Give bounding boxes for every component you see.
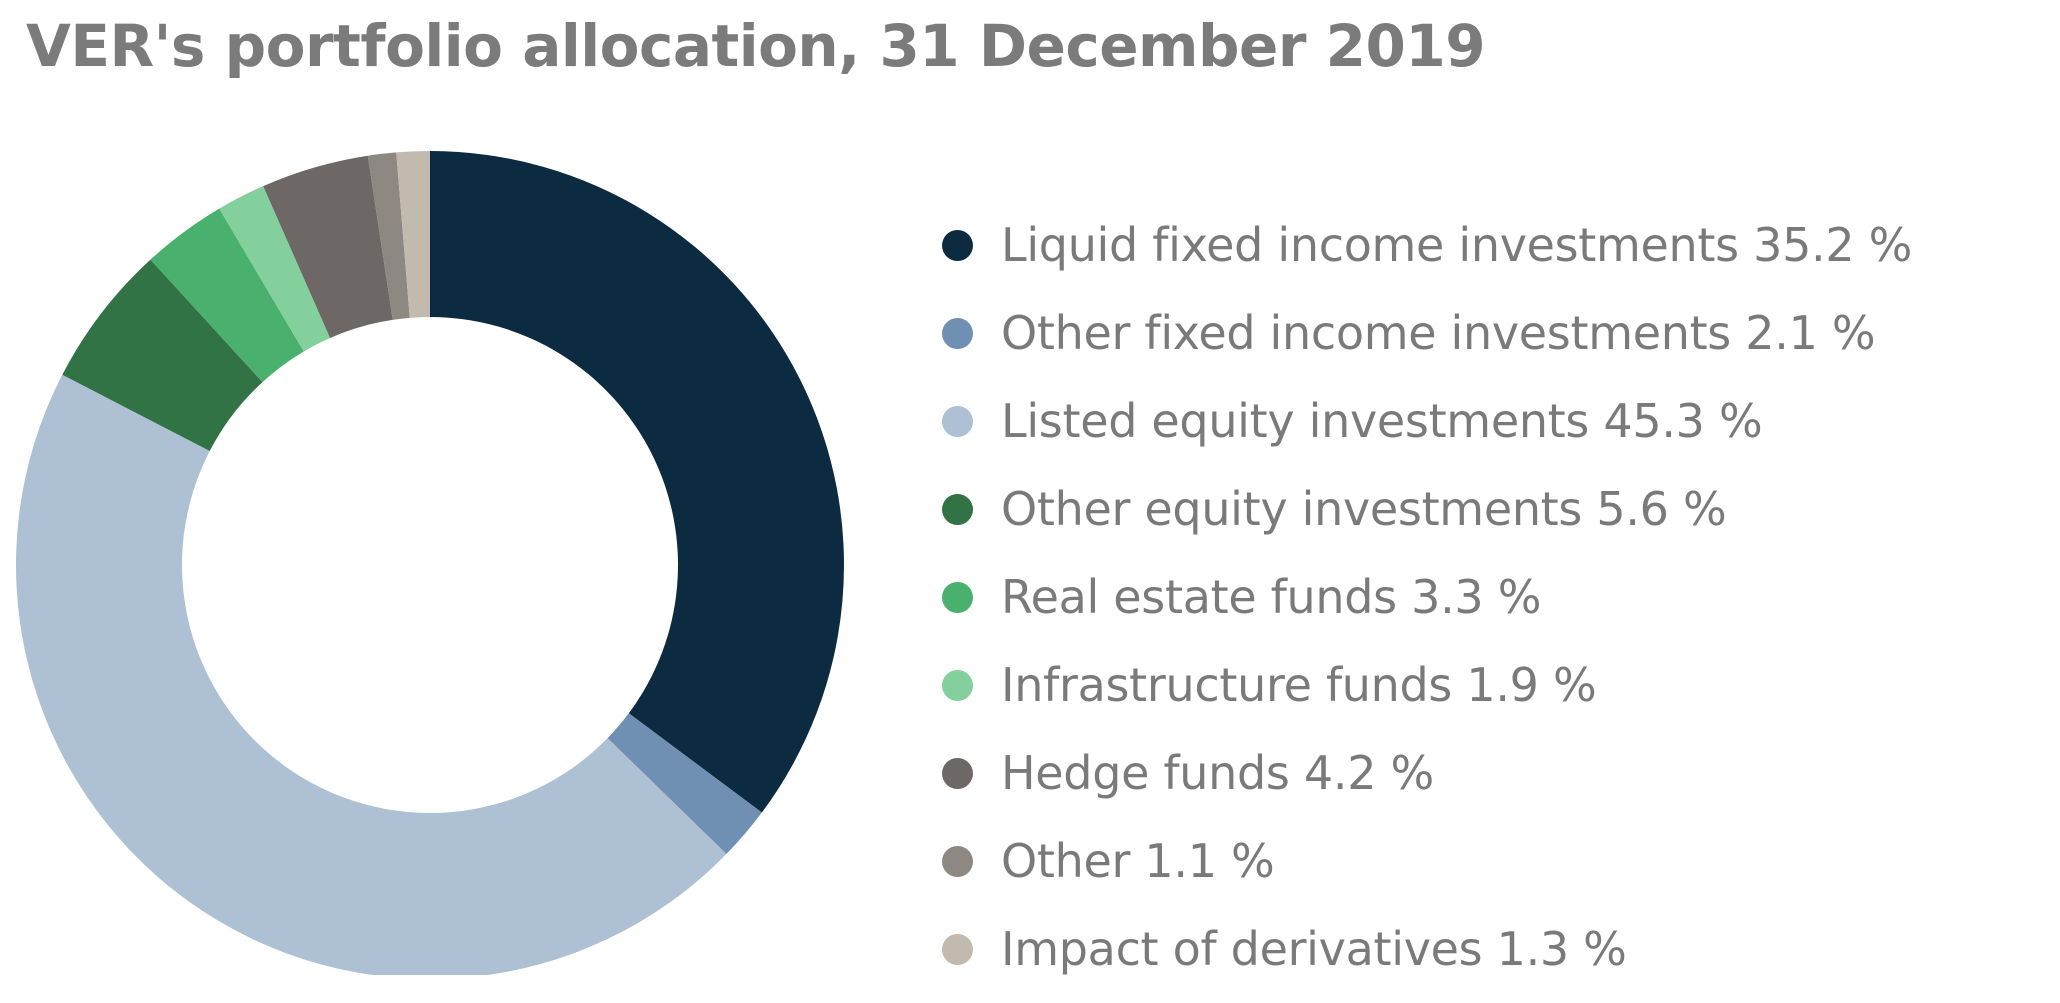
legend-item: Other equity investments 5.6 % — [942, 475, 1912, 563]
legend-label: Hedge funds 4.2 % — [1001, 746, 1434, 800]
legend-item: Liquid fixed income investments 35.2 % — [942, 211, 1912, 299]
legend-item: Hedge funds 4.2 % — [942, 739, 1912, 827]
donut-slice-3 — [16, 374, 727, 975]
legend-swatch — [942, 758, 973, 789]
legend-label: Impact of derivatives 1.3 % — [1001, 922, 1627, 976]
donut-slice-9 — [396, 151, 430, 318]
donut-slice-6 — [219, 186, 331, 352]
legend-label: Real estate funds 3.3 % — [1001, 570, 1542, 624]
legend-swatch — [942, 406, 973, 437]
legend-label: Listed equity investments 45.3 % — [1001, 394, 1763, 448]
donut-slice-5 — [150, 208, 304, 383]
donut-chart — [16, 151, 845, 975]
legend-swatch — [942, 318, 973, 349]
legend-item: Other fixed income investments 2.1 % — [942, 299, 1912, 387]
donut-slice-8 — [367, 152, 410, 320]
legend-swatch — [942, 494, 973, 525]
donut-slice-4 — [62, 259, 263, 452]
legend-swatch — [942, 582, 973, 613]
legend-item: Infrastructure funds 1.9 % — [942, 651, 1912, 739]
legend-swatch — [942, 934, 973, 965]
legend-label: Infrastructure funds 1.9 % — [1001, 658, 1597, 712]
legend-swatch — [942, 230, 973, 261]
chart-title: VER's portfolio allocation, 31 December … — [26, 12, 1486, 80]
legend-item: Real estate funds 3.3 % — [942, 563, 1912, 651]
donut-slice-7 — [263, 155, 393, 339]
legend-label: Other 1.1 % — [1001, 834, 1275, 888]
legend-item: Listed equity investments 45.3 % — [942, 387, 1912, 475]
legend-label: Other fixed income investments 2.1 % — [1001, 306, 1876, 360]
legend-swatch — [942, 670, 973, 701]
legend-label: Other equity investments 5.6 % — [1001, 482, 1727, 536]
legend-item: Impact of derivatives 1.3 % — [942, 915, 1912, 1003]
legend: Liquid fixed income investments 35.2 % Ot… — [942, 211, 1912, 1003]
donut-slice-1 — [430, 151, 845, 813]
donut-slice-2 — [607, 713, 762, 855]
legend-swatch — [942, 846, 973, 877]
legend-label: Liquid fixed income investments 35.2 % — [1001, 218, 1913, 272]
legend-item: Other 1.1 % — [942, 827, 1912, 915]
